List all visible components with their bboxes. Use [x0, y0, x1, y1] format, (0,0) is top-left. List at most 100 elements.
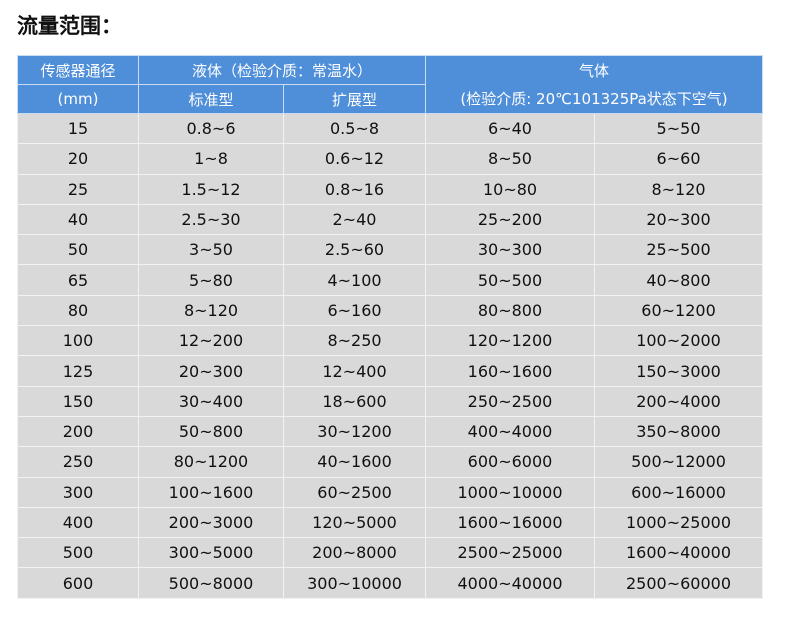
- gas-cell-2: 20~300: [594, 203, 764, 236]
- header-gas-label: 气体: [579, 61, 610, 80]
- gas-cell-1: 120~1200: [425, 325, 596, 357]
- diameter-cell: 65: [17, 264, 139, 296]
- liquid-extended-cell: 8~250: [282, 325, 427, 357]
- diameter-cell: 200: [17, 415, 139, 448]
- header-gas-medium: (检验介质: 20℃101325Pa状态下空气): [460, 89, 728, 108]
- gas-cell-2: 600~16000: [594, 476, 764, 508]
- liquid-extended-cell: 6~160: [282, 294, 427, 327]
- gas-cell-1: 4000~40000: [425, 567, 596, 599]
- diameter-cell: 250: [17, 446, 139, 478]
- diameter-cell: 50: [17, 234, 139, 266]
- table-row: 400 200~3000 120~5000 1600~16000 1000~25000: [17, 506, 764, 539]
- liquid-extended-cell: 12~400: [282, 355, 427, 387]
- table-row: 150 30~400 18~600 250~2500 200~4000: [17, 385, 764, 417]
- liquid-extended-cell: 30~1200: [282, 415, 427, 448]
- liquid-extended-cell: 18~600: [282, 385, 427, 417]
- gas-cell-1: 80~800: [425, 294, 596, 327]
- liquid-extended-cell: 4~100: [282, 264, 427, 296]
- table-row: 250 80~1200 40~1600 600~6000 500~12000: [17, 446, 764, 478]
- liquid-standard-cell: 3~50: [138, 234, 284, 266]
- liquid-extended-cell: 0.6~12: [282, 143, 427, 175]
- table-row: 80 8~120 6~160 80~800 60~1200: [17, 294, 764, 327]
- table-row: 500 300~5000 200~8000 2500~25000 1600~40000: [17, 537, 764, 569]
- liquid-standard-cell: 300~5000: [138, 537, 284, 569]
- header-diameter: 传感器通径: [17, 55, 139, 85]
- liquid-extended-cell: 0.8~16: [282, 173, 427, 205]
- gas-cell-1: 250~2500: [425, 385, 596, 417]
- gas-cell-1: 30~300: [425, 234, 596, 266]
- table-row: 600 500~8000 300~10000 4000~40000 2500~60000: [17, 567, 764, 599]
- table-row: 300 100~1600 60~2500 1000~10000 600~16000: [17, 476, 764, 508]
- table-row: 100 12~200 8~250 120~1200 100~2000: [17, 325, 764, 357]
- liquid-standard-cell: 50~800: [138, 415, 284, 448]
- liquid-extended-cell: 2~40: [282, 203, 427, 236]
- gas-cell-1: 160~1600: [425, 355, 596, 387]
- gas-cell-1: 50~500: [425, 264, 596, 296]
- table-row: 20 1~8 0.6~12 8~50 6~60: [17, 143, 764, 175]
- liquid-extended-cell: 0.5~8: [282, 112, 427, 145]
- gas-cell-1: 1600~16000: [425, 506, 596, 539]
- gas-cell-2: 2500~60000: [594, 567, 764, 599]
- gas-cell-2: 1600~40000: [594, 537, 764, 569]
- liquid-standard-cell: 80~1200: [138, 446, 284, 478]
- table-row: 125 20~300 12~400 160~1600 150~3000: [17, 355, 764, 387]
- liquid-standard-cell: 1~8: [138, 143, 284, 175]
- liquid-standard-cell: 20~300: [138, 355, 284, 387]
- liquid-standard-cell: 100~1600: [138, 476, 284, 508]
- diameter-cell: 150: [17, 385, 139, 417]
- diameter-cell: 600: [17, 567, 139, 599]
- gas-cell-2: 60~1200: [594, 294, 764, 327]
- liquid-standard-cell: 12~200: [138, 325, 284, 357]
- gas-cell-2: 100~2000: [594, 325, 764, 357]
- header-gas: 气体 (检验介质: 20℃101325Pa状态下空气): [425, 55, 764, 114]
- diameter-cell: 80: [17, 294, 139, 327]
- gas-cell-1: 10~80: [425, 173, 596, 205]
- gas-cell-2: 6~60: [594, 143, 764, 175]
- liquid-standard-cell: 0.8~6: [138, 112, 284, 145]
- liquid-standard-cell: 30~400: [138, 385, 284, 417]
- gas-cell-1: 6~40: [425, 112, 596, 145]
- flow-range-table: 传感器通径 液体（检验介质：常温水） 气体 (检验介质: 20℃101325Pa…: [17, 55, 764, 599]
- diameter-cell: 400: [17, 506, 139, 539]
- gas-cell-1: 600~6000: [425, 446, 596, 478]
- gas-cell-2: 200~4000: [594, 385, 764, 417]
- diameter-cell: 25: [17, 173, 139, 205]
- gas-cell-2: 8~120: [594, 173, 764, 205]
- liquid-extended-cell: 120~5000: [282, 506, 427, 539]
- gas-cell-2: 500~12000: [594, 446, 764, 478]
- liquid-extended-cell: 40~1600: [282, 446, 427, 478]
- table-row: 40 2.5~30 2~40 25~200 20~300: [17, 203, 764, 236]
- diameter-cell: 40: [17, 203, 139, 236]
- header-liquid-standard: 标准型: [138, 84, 284, 114]
- diameter-cell: 500: [17, 537, 139, 569]
- gas-cell-1: 8~50: [425, 143, 596, 175]
- liquid-extended-cell: 2.5~60: [282, 234, 427, 266]
- liquid-standard-cell: 500~8000: [138, 567, 284, 599]
- gas-cell-2: 25~500: [594, 234, 764, 266]
- gas-cell-1: 25~200: [425, 203, 596, 236]
- liquid-extended-cell: 200~8000: [282, 537, 427, 569]
- liquid-extended-cell: 60~2500: [282, 476, 427, 508]
- liquid-standard-cell: 1.5~12: [138, 173, 284, 205]
- gas-cell-1: 2500~25000: [425, 537, 596, 569]
- gas-cell-1: 400~4000: [425, 415, 596, 448]
- table-row: 65 5~80 4~100 50~500 40~800: [17, 264, 764, 296]
- header-diameter-unit: (mm): [17, 84, 139, 114]
- liquid-standard-cell: 8~120: [138, 294, 284, 327]
- header-liquid: 液体（检验介质：常温水）: [137, 55, 427, 85]
- diameter-cell: 20: [17, 143, 139, 175]
- gas-cell-2: 1000~25000: [594, 506, 764, 539]
- diameter-cell: 125: [17, 355, 139, 387]
- gas-cell-1: 1000~10000: [425, 476, 596, 508]
- table-row: 15 0.8~6 0.5~8 6~40 5~50: [17, 112, 764, 145]
- gas-cell-2: 350~8000: [594, 415, 764, 448]
- diameter-cell: 100: [17, 325, 139, 357]
- page-title: 流量范围：: [17, 14, 122, 38]
- table-row: 50 3~50 2.5~60 30~300 25~500: [17, 234, 764, 266]
- liquid-extended-cell: 300~10000: [282, 567, 427, 599]
- header-liquid-extended: 扩展型: [282, 84, 427, 114]
- liquid-standard-cell: 5~80: [138, 264, 284, 296]
- table-row: 200 50~800 30~1200 400~4000 350~8000: [17, 415, 764, 448]
- diameter-cell: 300: [17, 476, 139, 508]
- liquid-standard-cell: 2.5~30: [138, 203, 284, 236]
